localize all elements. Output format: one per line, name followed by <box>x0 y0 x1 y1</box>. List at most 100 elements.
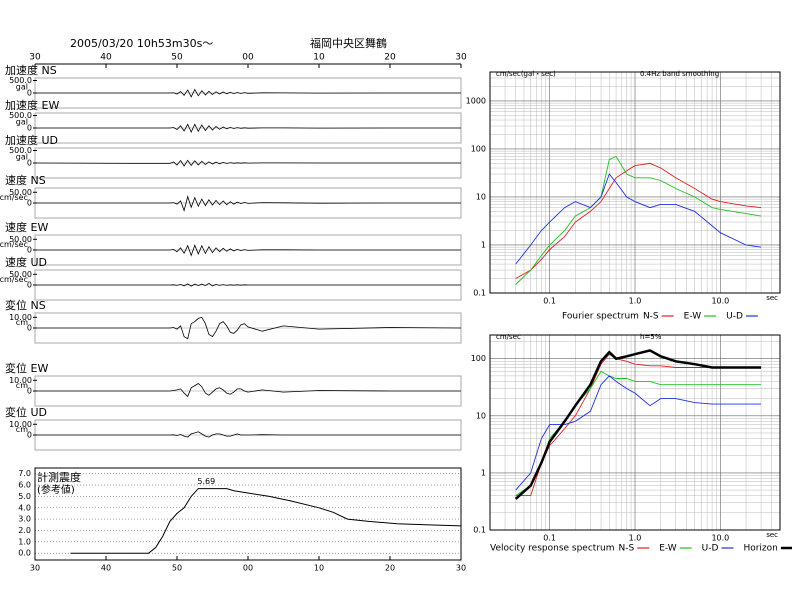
waveform <box>35 88 461 98</box>
y-tick-label: 1.0 <box>18 537 31 546</box>
trace-label: 加速度 UD <box>5 133 58 147</box>
y-tick-label: 10.00 <box>9 313 32 322</box>
x-tick-label: 20 <box>384 53 396 63</box>
y-tick-label: 0.0 <box>18 549 31 558</box>
y-tick-label: 50.00 <box>9 235 32 244</box>
y-tick-label: 0 <box>27 431 32 440</box>
waveform <box>34 159 461 167</box>
trace-label: 変位 EW <box>5 361 48 375</box>
waveform <box>35 244 461 257</box>
trace-label: 変位 UD <box>5 405 47 419</box>
y-tick-label: 100 <box>471 144 486 153</box>
y-tick-label: 1 <box>481 240 486 249</box>
unit-label: cm/sec <box>0 275 28 284</box>
peak-label: 5.69 <box>197 477 215 486</box>
spectrum-line <box>515 370 762 496</box>
y-tick-label: 0 <box>27 89 32 98</box>
unit-label: cm/sec <box>0 193 28 202</box>
plot-frame <box>489 71 781 294</box>
header-datetime: 2005/03/20 10h53m30s〜 <box>70 37 213 50</box>
spectrum-line <box>515 173 762 265</box>
x-tick-label: 30 <box>29 53 41 63</box>
x-tick-label: 30 <box>456 564 466 573</box>
trace-label: 加速度 EW <box>5 98 59 112</box>
y-tick-label: 500.0 <box>9 146 32 155</box>
chart-subtitle: h=5% <box>640 333 662 341</box>
chart-title: 計測震度 <box>37 470 81 484</box>
waveform <box>35 123 461 133</box>
y-tick-label: 0 <box>27 387 32 396</box>
y-axis-label: cm/sec <box>496 333 521 341</box>
legend-title: Velocity response spectrum <box>490 544 615 554</box>
x-tick-label: 10.0 <box>711 297 729 306</box>
trace-label: 速度 UD <box>5 255 47 269</box>
x-tick-label: 10.0 <box>711 534 729 543</box>
unit-label: gal <box>16 117 28 126</box>
x-tick-label: 40 <box>100 53 112 63</box>
y-tick-label: 2.0 <box>18 526 31 535</box>
y-tick-label: 0 <box>27 246 32 255</box>
y-tick-label: 500.0 <box>9 76 32 85</box>
legend-title: Fourier spectrum <box>562 312 639 322</box>
legend-label: E-W <box>659 544 677 554</box>
legend-label: U-D <box>702 544 719 554</box>
trace-label: 変位 NS <box>5 298 46 312</box>
plot-frame <box>34 467 462 561</box>
spectrum-line <box>515 155 762 285</box>
unit-label: gal <box>16 82 28 91</box>
x-tick-label: 0.1 <box>543 297 556 306</box>
y-tick-label: 100 <box>471 354 486 363</box>
y-tick-label: 0 <box>27 159 32 168</box>
waveform <box>35 383 461 398</box>
x-tick-label: 30 <box>455 53 467 63</box>
y-tick-label: 0 <box>27 324 32 333</box>
y-tick-label: 5.0 <box>18 492 31 501</box>
header-station: 福岡中央区舞鶴 <box>310 36 387 50</box>
waveform <box>35 316 462 340</box>
x-tick-label: 0.1 <box>543 534 556 543</box>
y-tick-label: 50.00 <box>9 188 32 197</box>
x-tick-label: 50 <box>172 564 182 573</box>
y-tick-label: 6.0 <box>18 481 31 490</box>
trace-label: 加速度 NS <box>5 63 57 77</box>
legend-label: Horizon <box>743 544 777 554</box>
legend-label: U-D <box>726 312 743 322</box>
chart-subtitle: 0.4Hz band smoothing <box>640 70 719 78</box>
waveform <box>35 282 461 287</box>
chart-subtitle: (参考値) <box>37 483 75 496</box>
x-tick-label: 00 <box>242 53 254 63</box>
y-tick-label: 10.00 <box>9 420 32 429</box>
y-tick-label: 0.1 <box>473 526 486 535</box>
y-tick-label: 0.1 <box>473 289 486 298</box>
trace-label: 速度 EW <box>5 220 48 234</box>
y-tick-label: 500.0 <box>9 111 32 120</box>
trace-label: 速度 NS <box>5 173 46 187</box>
legend-label: N-S <box>619 544 635 554</box>
y-tick-label: 10.00 <box>9 376 32 385</box>
intensity-line <box>70 488 462 554</box>
spectrum-line <box>515 162 762 279</box>
legend-label: N-S <box>643 312 659 322</box>
x-tick-label: 30 <box>30 564 40 573</box>
unit-label: cm/sec <box>0 240 28 249</box>
y-axis-label: cm/sec(gal・sec) <box>496 70 556 78</box>
x-axis-label: sec <box>766 531 778 539</box>
legend-label: E-W <box>684 312 702 322</box>
y-tick-label: 10 <box>476 411 486 420</box>
y-tick-label: 10 <box>476 192 486 201</box>
y-tick-label: 7.0 <box>18 469 31 478</box>
x-tick-label: 10 <box>314 564 324 573</box>
x-tick-label: 20 <box>385 564 395 573</box>
unit-label: gal <box>16 152 28 161</box>
plot-frame <box>489 334 781 531</box>
y-tick-label: 50.00 <box>9 270 32 279</box>
spectrum-line <box>514 349 762 500</box>
unit-label: cm <box>16 425 28 434</box>
x-axis-label: sec <box>766 294 778 302</box>
y-tick-label: 0 <box>27 199 32 208</box>
x-tick-label: 10 <box>313 53 325 63</box>
waveform <box>35 431 461 438</box>
unit-label: cm <box>16 381 28 390</box>
y-tick-label: 0 <box>27 124 32 133</box>
